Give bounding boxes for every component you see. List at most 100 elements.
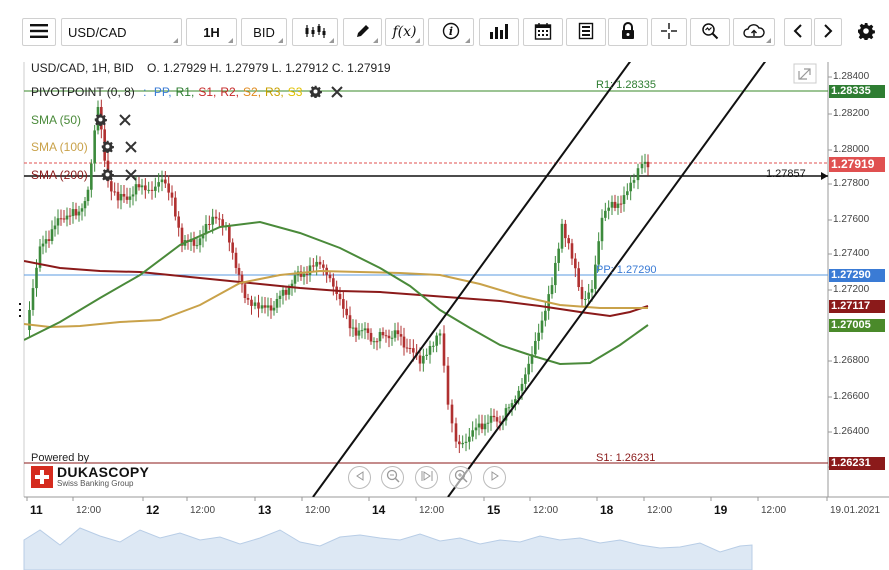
candle-body (381, 332, 385, 336)
info-button[interactable]: i (428, 18, 474, 46)
candle-body (308, 265, 312, 276)
calendar-icon (534, 22, 552, 43)
candle-body (510, 403, 514, 408)
candle-body (221, 219, 224, 228)
candle-body (432, 345, 435, 347)
drag-handle[interactable] (19, 303, 21, 317)
candle-body (507, 407, 511, 409)
zoom-out-button[interactable] (381, 466, 404, 489)
candle-body (450, 404, 454, 424)
scroll-right-button[interactable] (814, 18, 842, 46)
candle-body (378, 332, 382, 342)
crosshair-button[interactable] (651, 18, 687, 46)
candle-body (243, 284, 247, 298)
candle-body (560, 223, 564, 249)
gear-icon[interactable] (101, 140, 114, 156)
candle-body (366, 328, 370, 333)
channel-line-lower[interactable] (447, 48, 775, 497)
timeframe-select[interactable]: 1H (186, 18, 237, 46)
candle-body (405, 347, 409, 349)
time-tick-label: 12:00 (305, 505, 331, 516)
time-tick-label: 14 (372, 503, 386, 517)
close-icon[interactable] (331, 86, 343, 101)
zoom-in-button[interactable] (449, 466, 472, 489)
price-tick-label: 1.27400 (833, 248, 870, 259)
gear-icon[interactable] (309, 85, 322, 101)
lock-button[interactable] (608, 18, 648, 46)
price-side-label: BID (253, 24, 275, 40)
candle-body (174, 197, 177, 217)
sma50-legend: SMA (50) (31, 113, 131, 129)
time-tick-label: 12:00 (419, 505, 445, 516)
candle-body (619, 203, 623, 205)
candle-body (195, 245, 199, 247)
expand-icon[interactable] (793, 63, 817, 84)
candle-body (328, 274, 332, 279)
time-tick-label: 12:00 (761, 505, 787, 516)
candle-body (372, 341, 376, 343)
zoom-button[interactable] (690, 18, 730, 46)
candle-body (438, 333, 442, 336)
candle-body (275, 298, 279, 308)
candle-body (480, 423, 484, 430)
candle-body (74, 209, 78, 216)
candle-body (164, 179, 167, 184)
cloud-upload-button[interactable] (733, 18, 775, 46)
chart-type-button[interactable] (292, 18, 338, 46)
candle-body (607, 207, 610, 211)
candle-body (384, 335, 388, 337)
pivot-level-label: S2, (243, 85, 262, 99)
dropdown-corner-icon (228, 38, 233, 43)
candle-body (357, 330, 361, 336)
reset-view-button[interactable] (415, 466, 438, 489)
time-tick-label: 15 (487, 503, 501, 517)
candle-body (137, 184, 141, 188)
candle-body (369, 332, 373, 342)
channel-line-upper[interactable] (312, 48, 640, 497)
candle-body (363, 328, 367, 331)
close-icon[interactable] (118, 114, 131, 129)
pivot-level-label: R2, (220, 85, 240, 99)
price-side-select[interactable]: BID (241, 18, 287, 46)
candle-body (77, 211, 81, 216)
candle-body (234, 252, 238, 268)
indicators-button[interactable]: f(x) (385, 18, 424, 46)
dukascopy-logo: DUKASCOPY Swiss Banking Group (31, 465, 149, 488)
candle-body (257, 302, 260, 309)
fx-icon: f(x) (392, 24, 417, 40)
draw-button[interactable] (343, 18, 382, 46)
gear-icon[interactable] (101, 168, 114, 184)
calendar-button[interactable] (523, 18, 563, 46)
time-tick-label: 12:00 (533, 505, 559, 516)
candle-body (594, 264, 597, 289)
candle-body (201, 234, 205, 239)
candle-body (412, 348, 415, 353)
gear-icon[interactable] (94, 113, 108, 129)
candle-body (557, 248, 560, 263)
report-button[interactable] (566, 18, 606, 46)
timeframe-label: 1H (203, 24, 220, 40)
price-tick-label: 1.27200 (833, 284, 870, 295)
sma200-label: SMA (200) (31, 168, 88, 182)
candle-body (208, 224, 211, 226)
symbol-select[interactable]: USD/CAD (61, 18, 182, 46)
dropdown-corner-icon (415, 38, 420, 43)
candle-body (125, 196, 129, 200)
close-icon[interactable] (125, 141, 138, 156)
time-tick-label: 18 (600, 503, 614, 517)
close-icon[interactable] (125, 169, 138, 184)
menu-button[interactable] (22, 18, 56, 46)
candle-body (167, 183, 170, 193)
trend-channel[interactable] (312, 48, 775, 497)
scroll-back-button[interactable] (348, 466, 371, 489)
candle-body (527, 363, 530, 375)
candle-body (144, 185, 147, 191)
volume-button[interactable] (479, 18, 519, 46)
pivot-level-label: S1, (198, 85, 217, 99)
scroll-left-button[interactable] (784, 18, 812, 46)
candle-body (214, 216, 218, 219)
settings-button[interactable] (852, 18, 880, 46)
candle-body (192, 239, 196, 246)
scroll-forward-button[interactable] (483, 466, 506, 489)
time-tick-label: 12:00 (190, 505, 216, 516)
